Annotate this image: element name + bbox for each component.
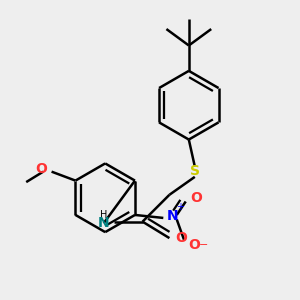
Text: O: O [175,231,187,245]
Text: H: H [100,210,107,220]
Text: +: + [176,202,184,212]
Text: N: N [98,216,109,230]
Text: S: S [190,164,200,178]
Text: N: N [167,208,179,223]
Text: O: O [35,162,47,176]
Text: −: − [199,240,208,250]
Text: O: O [190,191,202,205]
Text: O: O [188,238,200,252]
